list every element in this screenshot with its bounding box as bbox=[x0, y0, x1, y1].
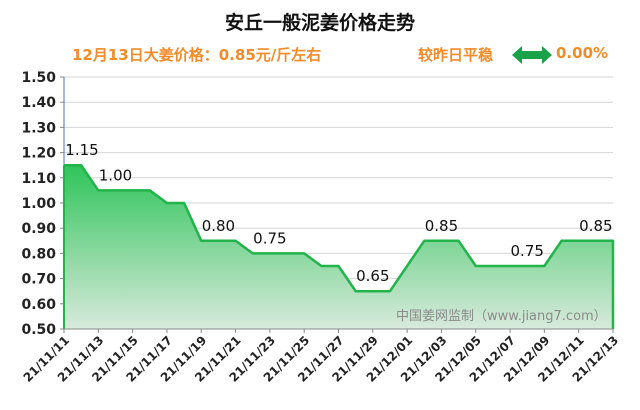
data-label: 1.00 bbox=[99, 166, 132, 184]
y-tick-label: 0.50 bbox=[21, 322, 56, 338]
data-label: 1.15 bbox=[65, 141, 98, 159]
double-arrow-icon bbox=[512, 46, 552, 64]
data-label: 0.85 bbox=[425, 217, 458, 235]
chart-title: 安丘一般泥姜价格走势 bbox=[224, 12, 415, 34]
compare-label: 较昨日平稳 bbox=[418, 46, 494, 64]
change-percent: 0.00% bbox=[556, 44, 609, 62]
data-label: 0.75 bbox=[511, 242, 544, 260]
data-label: 0.80 bbox=[202, 217, 235, 235]
area-fill bbox=[64, 165, 613, 329]
y-tick-label: 1.40 bbox=[21, 95, 56, 111]
series-line bbox=[64, 163, 615, 329]
watermark: 中国姜网监制（www.jiang7.com） bbox=[396, 309, 607, 324]
y-tick-label: 1.20 bbox=[21, 146, 56, 162]
y-tick-label: 0.90 bbox=[21, 221, 56, 237]
data-label: 0.65 bbox=[356, 267, 389, 285]
price-line: 12月13日大姜价格：0.85元/斤左右 bbox=[72, 46, 322, 64]
data-label: 0.85 bbox=[579, 217, 612, 235]
x-axis: 21/11/1121/11/1321/11/1521/11/1721/11/19… bbox=[21, 328, 621, 385]
y-tick-label: 1.50 bbox=[21, 70, 56, 86]
y-tick-label: 0.60 bbox=[21, 297, 56, 313]
data-labels: 1.151.00 0.80 0.75 0.65 0.85 0.75 0.85 bbox=[65, 141, 612, 285]
y-tick-label: 1.00 bbox=[21, 196, 56, 212]
data-label: 0.75 bbox=[253, 229, 286, 247]
y-tick-label: 1.30 bbox=[21, 120, 56, 136]
y-tick-label: 0.70 bbox=[21, 272, 56, 288]
y-tick-label: 1.10 bbox=[21, 171, 56, 187]
y-axis: 0.50 0.60 0.70 0.80 0.90 1.00 1.10 1.20 1.30 1.40… bbox=[21, 70, 65, 338]
series-area bbox=[63, 163, 615, 329]
y-tick-label: 0.80 bbox=[21, 246, 56, 262]
